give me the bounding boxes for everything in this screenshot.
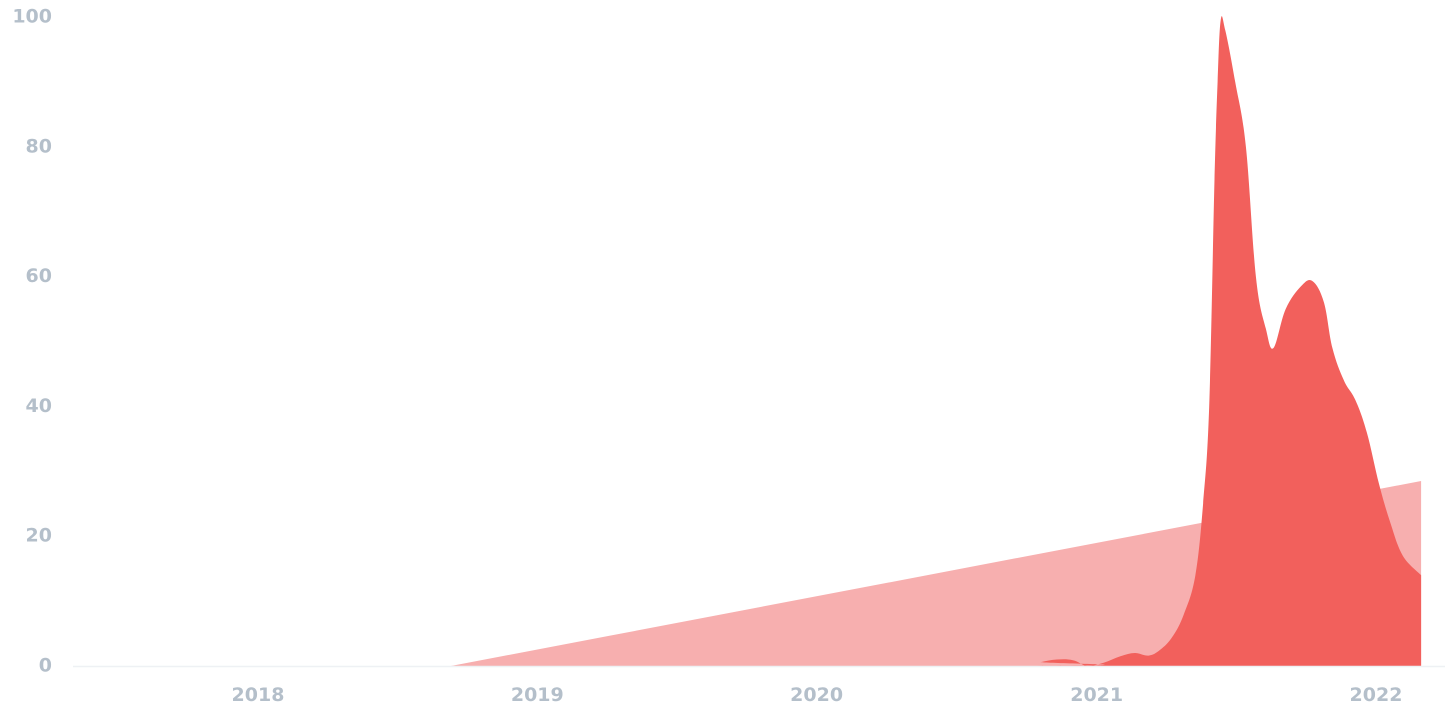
y-tick-label: 40: [26, 395, 52, 417]
x-tick-label: 2021: [1070, 684, 1123, 706]
x-tick-label: 2020: [790, 684, 843, 706]
y-tick-label: 0: [39, 655, 52, 677]
y-axis: 0 20 40 60 80 100: [12, 6, 52, 677]
x-tick-label: 2018: [232, 684, 285, 706]
y-tick-label: 100: [12, 6, 52, 28]
areas-group: [94, 16, 1422, 666]
series-area-1: [94, 481, 1422, 666]
y-tick-label: 20: [26, 525, 52, 547]
x-tick-label: 2019: [511, 684, 564, 706]
x-axis: 2018 2019 2020 2021 2022: [232, 684, 1403, 706]
y-tick-label: 60: [26, 265, 52, 287]
x-tick-label: 2022: [1350, 684, 1403, 706]
y-tick-label: 80: [26, 135, 52, 157]
series-area-2: [94, 16, 1422, 666]
